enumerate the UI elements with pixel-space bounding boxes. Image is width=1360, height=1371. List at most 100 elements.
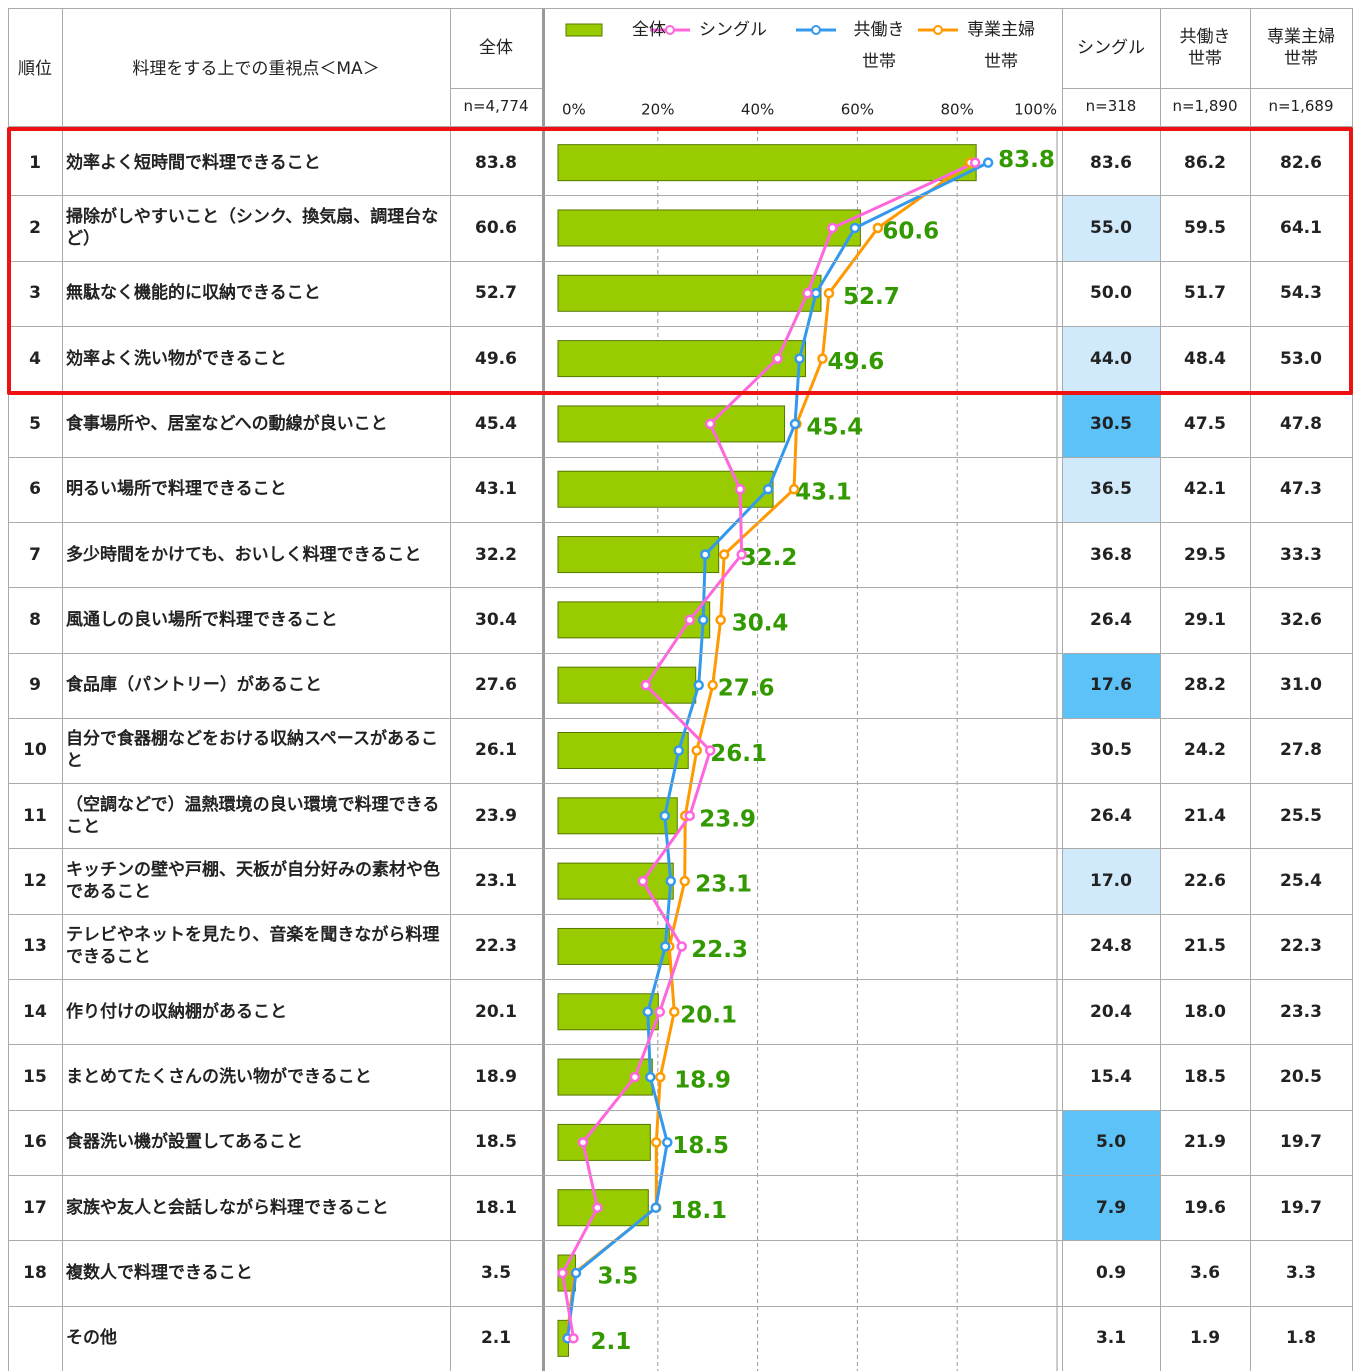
cell-highlight <box>1063 392 1160 457</box>
cell-highlight <box>1063 1176 1160 1241</box>
item-label: まとめてたくさんの洗い物ができること <box>66 1067 372 1088</box>
table-border <box>1352 8 1353 1371</box>
cell-value: 54.3 <box>1280 283 1322 304</box>
item-label: テレビやネットを見たり、音楽を聞きながら料理できること <box>66 925 440 968</box>
cell-highlight <box>1063 1110 1160 1176</box>
data-label: 43.1 <box>795 480 852 506</box>
data-label: 23.9 <box>699 806 756 832</box>
rank: 5 <box>29 413 41 434</box>
data-label: 20.1 <box>680 1002 737 1028</box>
cell-highlight <box>1063 457 1160 522</box>
table-border <box>8 913 1352 915</box>
cell-value: 83.8 <box>475 152 517 173</box>
rank: 11 <box>23 805 47 826</box>
series-marker <box>849 222 861 234</box>
series-marker <box>645 1071 656 1083</box>
cell-value: 30.4 <box>475 609 517 630</box>
cell-value: 5.0 <box>1095 1132 1127 1153</box>
bar <box>557 927 670 965</box>
bar <box>557 601 711 639</box>
item-label: 風通しの良い場所で料理できること <box>66 609 338 630</box>
cell-value: 25.5 <box>1280 805 1322 826</box>
cell-value: 83.6 <box>1090 152 1132 173</box>
cell-value: 18.5 <box>1184 1067 1226 1088</box>
cell-value: 47.8 <box>1280 413 1322 434</box>
bar <box>557 274 822 312</box>
table-border <box>1062 8 1063 1371</box>
table-border <box>8 1240 1352 1242</box>
cell-value: 36.5 <box>1090 479 1132 500</box>
series-marker <box>693 679 704 691</box>
cell-highlight <box>1063 326 1160 392</box>
cell-value: 26.4 <box>1090 609 1132 630</box>
table-border <box>8 652 1352 654</box>
cell-value: 60.6 <box>475 217 517 238</box>
rank: 7 <box>29 544 41 565</box>
header: 料理をする上での重視点＜MA＞ <box>132 58 380 79</box>
rank: 12 <box>23 871 47 892</box>
cell-value: 25.4 <box>1280 871 1322 892</box>
item-label: キッチンの壁や戸棚、天板が自分好みの素材や色であること <box>66 860 440 903</box>
table-border <box>8 1305 1352 1307</box>
series-marker <box>802 288 813 299</box>
item-label: 効率よく短時間で料理できること <box>66 152 321 173</box>
series-marker <box>827 222 838 234</box>
series-marker <box>684 614 695 626</box>
x-tick-label: 100% <box>1014 101 1057 119</box>
cell-value: 22.6 <box>1184 871 1226 892</box>
table-border <box>8 8 9 1371</box>
series-marker <box>707 679 718 691</box>
data-label: 49.6 <box>828 349 885 375</box>
table-border <box>8 587 1352 589</box>
bar <box>557 144 977 182</box>
cell-value: 1.8 <box>1285 1328 1317 1349</box>
data-label: 52.7 <box>843 284 900 310</box>
cell-value: 19.6 <box>1184 1197 1226 1218</box>
series-marker <box>679 875 690 887</box>
table-border <box>8 848 1352 850</box>
series-marker <box>817 353 828 364</box>
table-border <box>1062 88 1352 89</box>
table-border <box>8 126 1352 127</box>
series-marker <box>794 353 805 364</box>
cell-value: 3.3 <box>1285 1262 1317 1283</box>
cell-value: 55.0 <box>1090 217 1132 238</box>
rank: 3 <box>29 283 41 304</box>
cell-value: 22.3 <box>1280 936 1322 957</box>
cell-value: 32.2 <box>475 544 517 565</box>
cell-value: 86.2 <box>1184 152 1226 173</box>
series-marker <box>669 1006 680 1018</box>
table-border <box>8 717 1352 719</box>
cell-value: 21.4 <box>1184 805 1226 826</box>
legend-label: シングル <box>699 20 767 40</box>
table-border <box>542 8 545 1371</box>
cell-value: 36.8 <box>1090 544 1132 565</box>
cell-highlight <box>1063 653 1160 718</box>
series-marker <box>637 875 649 887</box>
cell-value: 44.0 <box>1090 348 1132 369</box>
cell-value: 29.5 <box>1184 544 1226 565</box>
cell-value: 19.7 <box>1280 1132 1322 1153</box>
rank: 16 <box>23 1132 47 1153</box>
cell-highlight <box>1063 849 1160 914</box>
sample-size: n=4,774 <box>463 97 529 116</box>
data-label: 27.6 <box>718 676 775 702</box>
bar <box>557 536 720 574</box>
bar <box>557 666 697 704</box>
cell-value: 18.5 <box>475 1132 517 1153</box>
data-label: 22.3 <box>691 937 748 963</box>
series-marker <box>734 483 746 495</box>
cell-value: 17.6 <box>1090 675 1132 696</box>
rank: 18 <box>23 1262 47 1283</box>
cell-value: 20.1 <box>475 1001 517 1022</box>
rank: 14 <box>23 1001 47 1022</box>
legend-swatch <box>565 23 603 37</box>
series-marker <box>660 941 671 952</box>
data-label: 18.5 <box>672 1133 729 1159</box>
cell-value: 23.3 <box>1280 1001 1322 1022</box>
cell-value: 21.9 <box>1184 1132 1226 1153</box>
item-label: 複数人で料理できること <box>66 1262 253 1283</box>
cell-value: 15.4 <box>1090 1067 1132 1088</box>
series-marker <box>789 418 801 430</box>
